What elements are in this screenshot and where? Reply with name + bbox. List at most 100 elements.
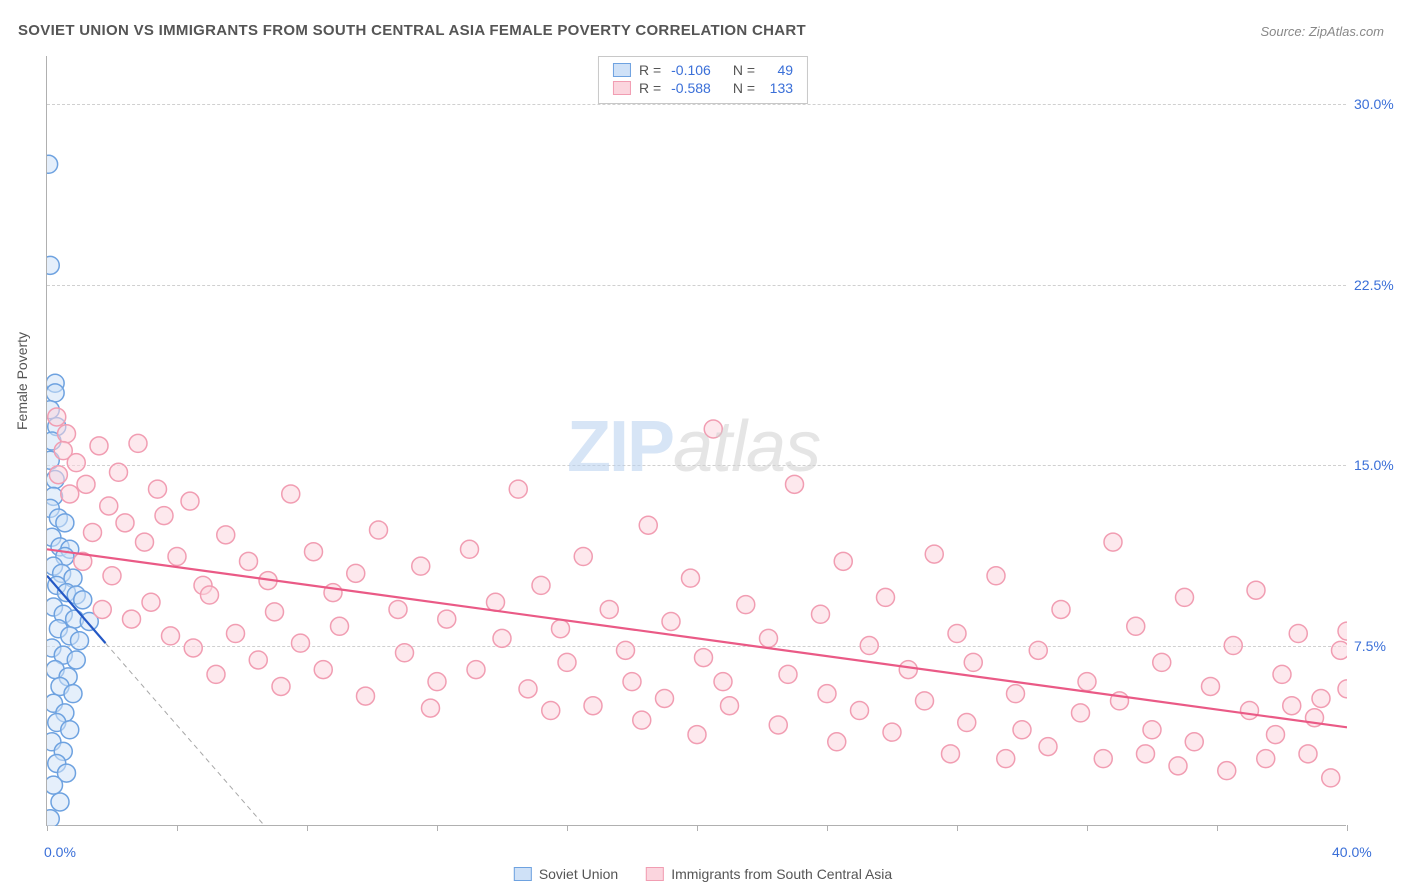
data-point-sca: [100, 497, 118, 515]
data-point-sca: [249, 651, 267, 669]
data-point-sca: [347, 564, 365, 582]
data-point-sca: [1029, 641, 1047, 659]
y-tick-label: 7.5%: [1354, 638, 1386, 654]
data-point-sca: [877, 588, 895, 606]
data-point-soviet: [47, 810, 59, 826]
data-point-sca: [883, 723, 901, 741]
data-point-sca: [656, 689, 674, 707]
data-point-sca: [639, 516, 657, 534]
data-point-sca: [168, 548, 186, 566]
legend-n-label: N =: [733, 62, 755, 78]
y-axis-label: Female Poverty: [14, 332, 30, 430]
chart-svg: [47, 56, 1347, 826]
data-point-sca: [1137, 745, 1155, 763]
data-point-sca: [217, 526, 235, 544]
data-point-sca: [958, 714, 976, 732]
legend-swatch: [514, 867, 532, 881]
data-point-soviet: [47, 384, 64, 402]
x-min-label: 0.0%: [44, 844, 76, 860]
legend-series: Soviet UnionImmigrants from South Centra…: [514, 866, 892, 882]
data-point-soviet: [61, 721, 79, 739]
data-point-sca: [389, 600, 407, 618]
data-point-sca: [93, 600, 111, 618]
legend-row: R =-0.106N =49: [613, 61, 793, 79]
data-point-sca: [769, 716, 787, 734]
legend-r-label: R =: [639, 62, 661, 78]
data-point-sca: [552, 620, 570, 638]
data-point-sca: [184, 639, 202, 657]
data-point-sca: [558, 653, 576, 671]
data-point-sca: [1224, 637, 1242, 655]
legend-n-value: 49: [765, 62, 793, 78]
x-tick: [1347, 825, 1348, 831]
data-point-sca: [103, 567, 121, 585]
data-point-sca: [116, 514, 134, 532]
data-point-sca: [1273, 665, 1291, 683]
data-point-sca: [1257, 750, 1275, 768]
data-point-sca: [964, 653, 982, 671]
data-point-sca: [948, 625, 966, 643]
data-point-sca: [1039, 738, 1057, 756]
data-point-sca: [331, 617, 349, 635]
legend-swatch: [646, 867, 664, 881]
data-point-sca: [682, 569, 700, 587]
data-point-sca: [519, 680, 537, 698]
data-point-sca: [201, 586, 219, 604]
data-point-soviet: [51, 793, 69, 811]
data-point-sca: [370, 521, 388, 539]
data-point-sca: [487, 593, 505, 611]
data-point-sca: [688, 726, 706, 744]
data-point-sca: [1267, 726, 1285, 744]
data-point-sca: [997, 750, 1015, 768]
legend-correlation-box: R =-0.106N =49R =-0.588N =133: [598, 56, 808, 104]
data-point-sca: [266, 603, 284, 621]
data-point-soviet: [47, 155, 58, 173]
data-point-sca: [110, 463, 128, 481]
data-point-sca: [58, 425, 76, 443]
data-point-sca: [162, 627, 180, 645]
data-point-soviet: [56, 514, 74, 532]
data-point-sca: [574, 548, 592, 566]
data-point-sca: [633, 711, 651, 729]
data-point-sca: [899, 661, 917, 679]
data-point-soviet: [47, 776, 63, 794]
data-point-sca: [584, 697, 602, 715]
legend-n-label: N =: [733, 80, 755, 96]
data-point-sca: [129, 434, 147, 452]
chart-plot-area: ZIPatlas: [46, 56, 1346, 826]
data-point-sca: [305, 543, 323, 561]
data-point-sca: [714, 673, 732, 691]
data-point-sca: [509, 480, 527, 498]
legend-series-item: Soviet Union: [514, 866, 618, 882]
data-point-sca: [467, 661, 485, 679]
data-point-sca: [1338, 622, 1347, 640]
data-point-sca: [282, 485, 300, 503]
data-point-sca: [136, 533, 154, 551]
data-point-sca: [357, 687, 375, 705]
data-point-sca: [860, 637, 878, 655]
legend-swatch: [613, 81, 631, 95]
data-point-sca: [1153, 653, 1171, 671]
data-point-sca: [422, 699, 440, 717]
data-point-sca: [396, 644, 414, 662]
data-point-sca: [1127, 617, 1145, 635]
data-point-sca: [1289, 625, 1307, 643]
data-point-sca: [207, 665, 225, 683]
data-point-sca: [1247, 581, 1265, 599]
data-point-sca: [240, 552, 258, 570]
legend-series-label: Soviet Union: [539, 866, 618, 882]
data-point-sca: [916, 692, 934, 710]
data-point-sca: [1072, 704, 1090, 722]
data-point-sca: [227, 625, 245, 643]
data-point-sca: [617, 641, 635, 659]
data-point-sca: [828, 733, 846, 751]
data-point-sca: [314, 661, 332, 679]
data-point-sca: [786, 475, 804, 493]
data-point-sca: [1143, 721, 1161, 739]
data-point-sca: [84, 523, 102, 541]
data-point-soviet: [71, 632, 89, 650]
data-point-sca: [1338, 680, 1347, 698]
data-point-sca: [48, 408, 66, 426]
data-point-sca: [812, 605, 830, 623]
data-point-sca: [67, 454, 85, 472]
